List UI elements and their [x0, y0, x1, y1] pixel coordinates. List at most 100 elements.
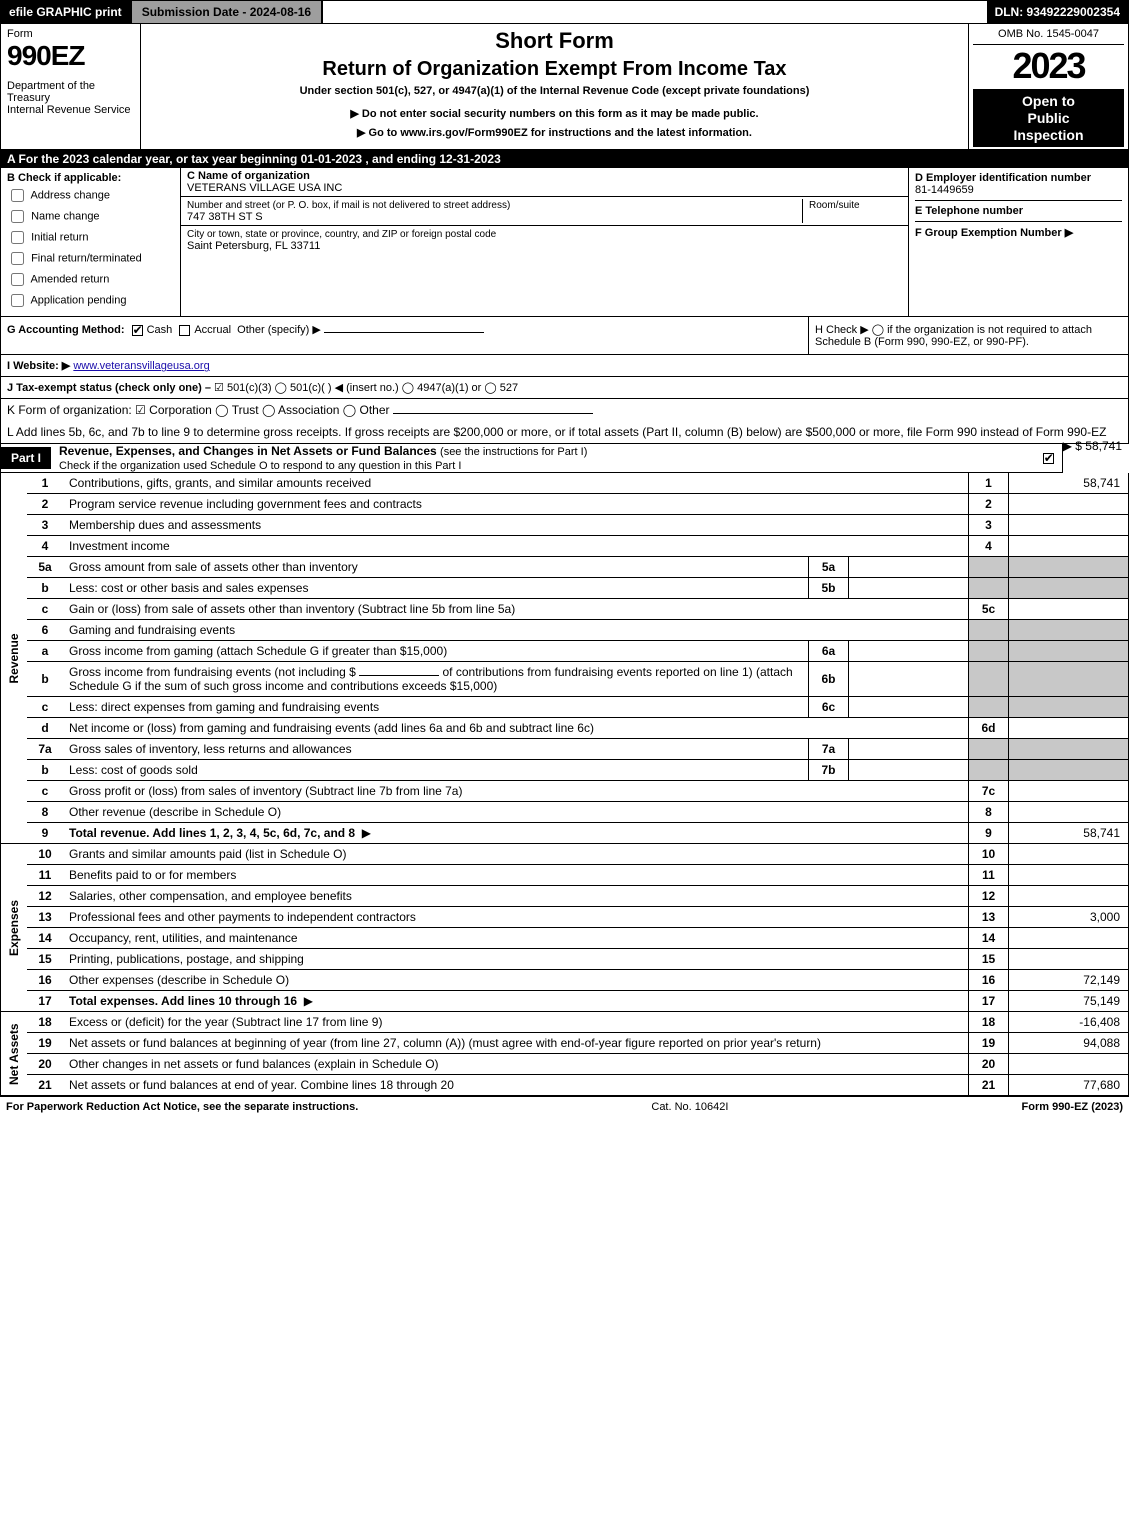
omb-number: OMB No. 1545-0047 — [973, 26, 1124, 45]
desc-6a: Gross income from gaming (attach Schedul… — [69, 644, 447, 658]
chk-application-pending[interactable]: Application pending — [7, 291, 174, 310]
section-def: D Employer identification number 81-1449… — [908, 168, 1128, 316]
i-label: I Website: ▶ — [7, 360, 70, 372]
part1-schedule-o-checkbox[interactable] — [1043, 453, 1054, 464]
desc-5a: Gross amount from sale of assets other t… — [69, 560, 358, 574]
section-l: L Add lines 5b, 6c, and 7b to line 9 to … — [0, 421, 1129, 444]
desc-3: Membership dues and assessments — [69, 518, 261, 532]
ssn-warning: ▶ Do not enter social security numbers o… — [149, 107, 960, 120]
org-name-cell: C Name of organization VETERANS VILLAGE … — [181, 168, 908, 197]
desc-11: Benefits paid to or for members — [69, 868, 236, 882]
val-17: 75,149 — [1009, 991, 1129, 1012]
chk-name-change[interactable]: Name change — [7, 207, 174, 226]
section-b: B Check if applicable: Address change Na… — [1, 168, 181, 316]
desc-13: Professional fees and other payments to … — [69, 910, 416, 924]
desc-2: Program service revenue including govern… — [69, 497, 422, 511]
ln-1: 1 — [27, 473, 63, 494]
form-word: Form — [7, 28, 134, 40]
desc-9: Total revenue. Add lines 1, 2, 3, 4, 5c,… — [69, 826, 355, 840]
section-c: C Name of organization VETERANS VILLAGE … — [181, 168, 908, 316]
d-label: D Employer identification number — [915, 172, 1091, 184]
efile-label[interactable]: efile GRAPHIC print — [1, 1, 130, 23]
6b-amount-line[interactable] — [359, 675, 439, 676]
desc-7c: Gross profit or (loss) from sales of inv… — [69, 784, 462, 798]
form-number: 990EZ — [7, 40, 134, 72]
h-text: H Check ▶ ◯ if the organization is not r… — [815, 324, 1092, 348]
j-options: ☑ 501(c)(3) ◯ 501(c)( ) ◀ (insert no.) ◯… — [214, 382, 518, 394]
submission-date: Submission Date - 2024-08-16 — [130, 1, 323, 23]
desc-14: Occupancy, rent, utilities, and maintena… — [69, 931, 298, 945]
org-name: VETERANS VILLAGE USA INC — [187, 182, 342, 194]
open-inspection: Open to Public Inspection — [973, 89, 1124, 147]
c-label: C Name of organization — [187, 170, 310, 182]
footer-mid: Cat. No. 10642I — [651, 1101, 728, 1113]
desc-4: Investment income — [69, 539, 170, 553]
desc-5c: Gain or (loss) from sale of assets other… — [69, 602, 515, 616]
val-19: 94,088 — [1009, 1033, 1129, 1054]
footer-left: For Paperwork Reduction Act Notice, see … — [6, 1101, 358, 1113]
desc-12: Salaries, other compensation, and employ… — [69, 889, 352, 903]
l-amount: ▶ $ 58,741 — [1063, 439, 1122, 453]
val-9: 58,741 — [1009, 823, 1129, 844]
street-label: Number and street (or P. O. box, if mail… — [187, 200, 510, 211]
header-mid: Short Form Return of Organization Exempt… — [141, 24, 968, 149]
part1-check-note: Check if the organization used Schedule … — [59, 460, 461, 472]
desc-5b: Less: cost or other basis and sales expe… — [69, 581, 308, 595]
chk-final-return[interactable]: Final return/terminated — [7, 249, 174, 268]
info-grid: B Check if applicable: Address change Na… — [0, 168, 1129, 317]
desc-16: Other expenses (describe in Schedule O) — [69, 973, 289, 987]
form-header: Form 990EZ Department of the Treasury In… — [0, 24, 1129, 150]
part1-title-wrap: Revenue, Expenses, and Changes in Net As… — [59, 444, 587, 472]
val-18: -16,408 — [1009, 1012, 1129, 1033]
city-label: City or town, state or province, country… — [187, 229, 496, 240]
part1-note: (see the instructions for Part I) — [440, 446, 587, 458]
return-title: Return of Organization Exempt From Incom… — [149, 58, 960, 81]
desc-15: Printing, publications, postage, and shi… — [69, 952, 304, 966]
page-footer: For Paperwork Reduction Act Notice, see … — [0, 1096, 1129, 1117]
desc-6c: Less: direct expenses from gaming and fu… — [69, 700, 379, 714]
val-16: 72,149 — [1009, 970, 1129, 991]
row-g-h: G Accounting Method: Cash Accrual Other … — [0, 317, 1129, 355]
part1-table: Revenue 1 Contributions, gifts, grants, … — [0, 473, 1129, 1096]
spacer — [323, 1, 986, 23]
header-left: Form 990EZ Department of the Treasury In… — [1, 24, 141, 149]
dept-label: Department of the Treasury Internal Reve… — [7, 80, 134, 116]
val-21: 77,680 — [1009, 1075, 1129, 1096]
section-g: G Accounting Method: Cash Accrual Other … — [1, 317, 808, 354]
desc-6: Gaming and fundraising events — [69, 623, 235, 637]
desc-20: Other changes in net assets or fund bala… — [69, 1057, 439, 1071]
chk-amended-return[interactable]: Amended return — [7, 270, 174, 289]
desc-18: Excess or (deficit) for the year (Subtra… — [69, 1015, 382, 1029]
d-cell: D Employer identification number 81-1449… — [915, 172, 1122, 201]
val-13: 3,000 — [1009, 907, 1129, 928]
city-cell: City or town, state or province, country… — [181, 226, 908, 254]
footer-right: Form 990-EZ (2023) — [1022, 1101, 1123, 1113]
chk-cash[interactable] — [132, 325, 143, 336]
tax-year: 2023 — [973, 45, 1124, 87]
k-text: K Form of organization: ☑ Corporation ◯ … — [7, 403, 390, 417]
desc-21: Net assets or fund balances at end of ye… — [69, 1078, 454, 1092]
e-cell: E Telephone number — [915, 205, 1122, 222]
section-i: I Website: ▶ www.veteransvillageusa.org — [0, 355, 1129, 377]
top-bar: efile GRAPHIC print Submission Date - 20… — [0, 0, 1129, 24]
g-label: G Accounting Method: — [7, 324, 125, 336]
section-a-calendar: A For the 2023 calendar year, or tax yea… — [0, 150, 1129, 168]
other-specify-line[interactable] — [324, 332, 484, 333]
chk-address-change[interactable]: Address change — [7, 186, 174, 205]
desc-1: Contributions, gifts, grants, and simila… — [69, 476, 371, 490]
desc-10: Grants and similar amounts paid (list in… — [69, 847, 346, 861]
f-cell: F Group Exemption Number ▶ — [915, 226, 1122, 239]
goto-link[interactable]: ▶ Go to www.irs.gov/Form990EZ for instru… — [149, 126, 960, 139]
desc-7a: Gross sales of inventory, less returns a… — [69, 742, 352, 756]
chk-initial-return[interactable]: Initial return — [7, 228, 174, 247]
desc-19: Net assets or fund balances at beginning… — [69, 1036, 821, 1050]
ein-value: 81-1449659 — [915, 184, 974, 196]
section-j: J Tax-exempt status (check only one) – ☑… — [0, 377, 1129, 399]
section-k: K Form of organization: ☑ Corporation ◯ … — [0, 399, 1129, 421]
l-text: L Add lines 5b, 6c, and 7b to line 9 to … — [7, 425, 1106, 439]
section-h: H Check ▶ ◯ if the organization is not r… — [808, 317, 1128, 354]
k-other-line[interactable] — [393, 413, 593, 414]
desc-17: Total expenses. Add lines 10 through 16 — [69, 994, 297, 1008]
website-link[interactable]: www.veteransvillageusa.org — [73, 360, 209, 372]
chk-accrual[interactable] — [179, 325, 190, 336]
